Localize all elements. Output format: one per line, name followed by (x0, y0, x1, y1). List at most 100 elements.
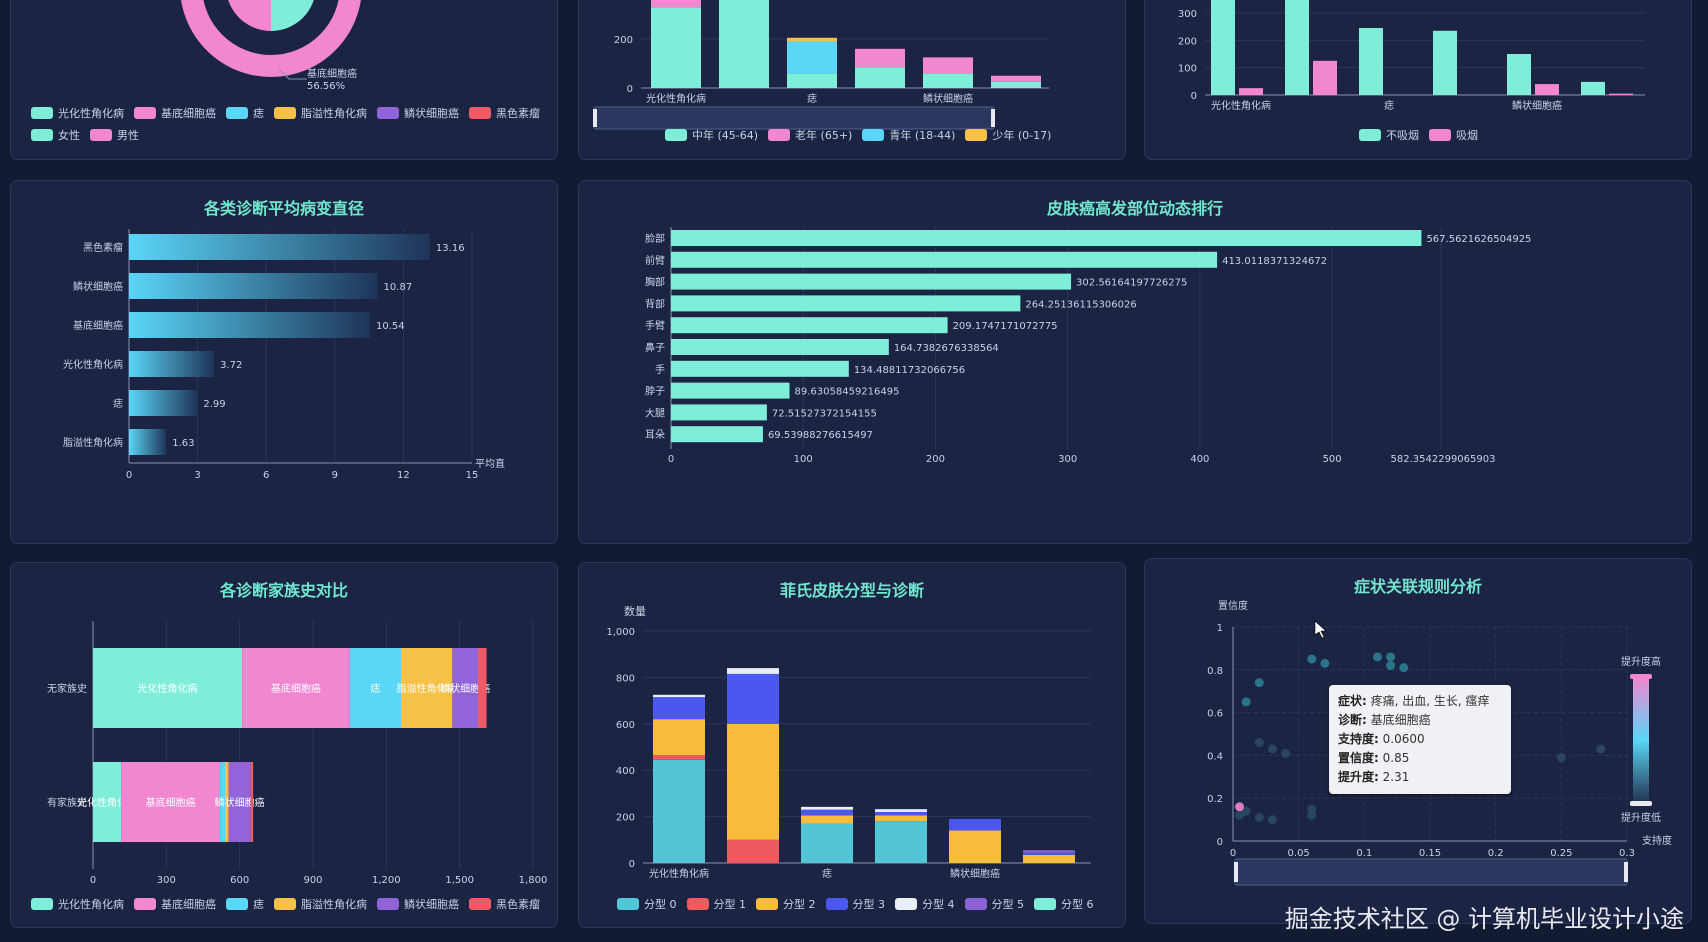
rule-point (1307, 804, 1317, 814)
y-tick-label: 有家族史 (47, 796, 87, 809)
x-axis-name: 平均直 (475, 457, 505, 470)
data-label: 69.53988276615497 (768, 430, 873, 441)
segment-label: 痣 (370, 682, 380, 695)
association-scatter-chart: 置信度 0 0.2 0.4 0.6 0.8 1 0 0.05 0.1 0.15 0.2 0.25 0.3 支… (1207, 599, 1672, 886)
gender-legend-item[interactable]: 鳞状细胞癌 (377, 105, 459, 121)
x-tick-label: 200 (926, 454, 945, 465)
x-axis-name: 支持度 (1642, 834, 1672, 847)
visualmap-handle-top (1630, 674, 1652, 679)
gender-legend-item[interactable]: 基底细胞癌 (134, 105, 216, 121)
legend-label: 脂溢性角化病 (301, 107, 367, 120)
y-axis-name: 置信度 (1218, 599, 1248, 612)
x-tick-label: 9 (332, 470, 338, 481)
family-legend-item[interactable]: 痣 (226, 896, 264, 912)
segment-label: 鳞状细胞癌 (215, 796, 265, 809)
family-legend-item[interactable]: 基底细胞癌 (134, 896, 216, 912)
panel-smoke: 0 100 200 300 光化性角化病 痣 鳞状细胞癌 不吸烟 吸烟 (1144, 0, 1692, 160)
gender-legend-item[interactable]: 黑色素瘤 (469, 105, 540, 121)
x-tick-label: 光化性角化病 (646, 92, 706, 105)
panel-age: 200 0 光化性角化病 痣 鳞状细胞癌 中年 (45-64) 老年 (65+) 青年 (1… (578, 0, 1126, 160)
smoke-bar (1609, 93, 1633, 95)
x-tick-label: 0.05 (1288, 848, 1310, 859)
y-tick-label: 0.2 (1207, 794, 1223, 805)
family-legend-item[interactable]: 脂溢性角化病 (274, 896, 367, 912)
family-bar-segment (250, 762, 254, 842)
y-tick-label: 0 (1191, 91, 1197, 102)
fitz-legend-item[interactable]: 分型 6 (1034, 896, 1094, 912)
age-legend-item[interactable]: 老年 (65+) (768, 127, 852, 143)
gender-legend-item[interactable]: 男性 (90, 127, 139, 143)
gender-legend-item[interactable]: 女性 (31, 127, 80, 143)
legend-label: 中年 (45-64) (692, 129, 759, 142)
fitz-legend-item[interactable]: 分型 1 (686, 896, 746, 912)
fitz-bar-segment (1023, 854, 1075, 863)
gender-legend-item[interactable]: 痣 (226, 105, 264, 121)
legend-swatch (862, 129, 885, 141)
age-legend-item[interactable]: 中年 (45-64) (665, 127, 758, 143)
y-tick-label: 胸部 (645, 276, 665, 289)
gender-legend-item[interactable]: 脂溢性角化病 (274, 105, 367, 121)
legend-label: 青年 (18-44) (889, 129, 956, 142)
fitz-legend-item[interactable]: 分型 0 (617, 896, 677, 912)
legend-swatch (377, 107, 399, 119)
data-label: 10.54 (376, 321, 405, 332)
rules-chart-title: 症状关联规则分析 (1353, 577, 1482, 596)
data-label: 134.48811732066756 (854, 365, 965, 376)
y-tick-label: 200 (614, 35, 633, 46)
x-tick-label: 光化性角化病 (649, 867, 709, 880)
rule-point (1241, 806, 1251, 816)
panel-fitzpatrick: 菲氏皮肤分型与诊断 数量 0 200 400 600 800 1,000 光化性角化病 痣 鳞状细… (578, 562, 1126, 928)
fitz-legend-item[interactable]: 分型 4 (895, 896, 955, 912)
legend-label: 分型 2 (783, 898, 816, 911)
visualmap-low-label: 提升度低 (1621, 811, 1661, 824)
lesion-bar (129, 234, 430, 260)
smoke-bar (1535, 84, 1559, 95)
family-legend-item[interactable]: 光化性角化病 (31, 896, 124, 912)
y-tick-label: 400 (616, 766, 635, 777)
legend-swatch (469, 107, 491, 119)
y-tick-label: 0.6 (1207, 709, 1223, 720)
legend-label: 分型 5 (991, 898, 1025, 911)
smoke-legend-item[interactable]: 吸烟 (1429, 127, 1478, 143)
fitz-legend-item[interactable]: 分型 5 (964, 896, 1025, 912)
data-label: 13.16 (436, 243, 465, 254)
legend-swatch (31, 107, 53, 119)
x-tick-label: 痣 (1384, 99, 1394, 112)
smoke-bar (1581, 81, 1605, 95)
x-tick-label: 15 (466, 470, 479, 481)
family-legend-item[interactable]: 黑色素瘤 (469, 896, 540, 912)
age-legend-item[interactable]: 少年 (0-17) (965, 127, 1051, 143)
rule-point (1254, 812, 1264, 822)
fitz-legend-item[interactable]: 分型 2 (756, 896, 816, 912)
fitz-bar-segment (801, 809, 853, 816)
x-tick-label: 0 (126, 470, 132, 481)
y-tick-label: 300 (1178, 9, 1197, 20)
rule-point (1281, 748, 1291, 758)
fitz-bar-segment (653, 755, 705, 760)
family-bar-segment (121, 762, 221, 842)
y-tick-label: 耳朵 (645, 429, 665, 441)
smoke-legend-item[interactable]: 不吸烟 (1359, 127, 1419, 143)
panel-gender: 基底细胞癌 56.56% 光化性角化病 基底细胞癌痣脂溢性角化病 鳞状细胞癌 黑色素瘤女… (10, 0, 558, 160)
legend-label: 分型 4 (922, 898, 955, 911)
donut-inner-slice-female (271, 0, 314, 31)
y-tick-label: 鳞状细胞癌 (73, 280, 123, 293)
family-legend-item[interactable]: 鳞状细胞癌 (377, 896, 459, 912)
legend-label: 老年 (65+) (795, 129, 853, 142)
fitz-bar-segment (727, 839, 779, 863)
panel-family-history: 各诊断家族史对比 0 300 600 900 1,200 1,500 1,800 无家族史 光化… (10, 562, 558, 928)
legend-label: 吸烟 (1456, 129, 1478, 142)
gender-legend-item[interactable]: 光化性角化病 (31, 105, 124, 121)
legend-swatch (274, 898, 296, 910)
x-tick-label: 12 (397, 470, 410, 481)
y-tick-label: 背部 (645, 297, 665, 310)
fitz-legend-item[interactable]: 分型 3 (825, 896, 885, 912)
rule-point (1267, 744, 1277, 754)
rule-point (1596, 744, 1606, 754)
x-tick-label: 300 (157, 875, 176, 886)
age-legend-item[interactable]: 青年 (18-44) (862, 127, 955, 143)
y-tick-label: 0.8 (1207, 666, 1223, 677)
y-tick-label: 1 (1217, 623, 1223, 634)
site-bar (671, 317, 948, 334)
